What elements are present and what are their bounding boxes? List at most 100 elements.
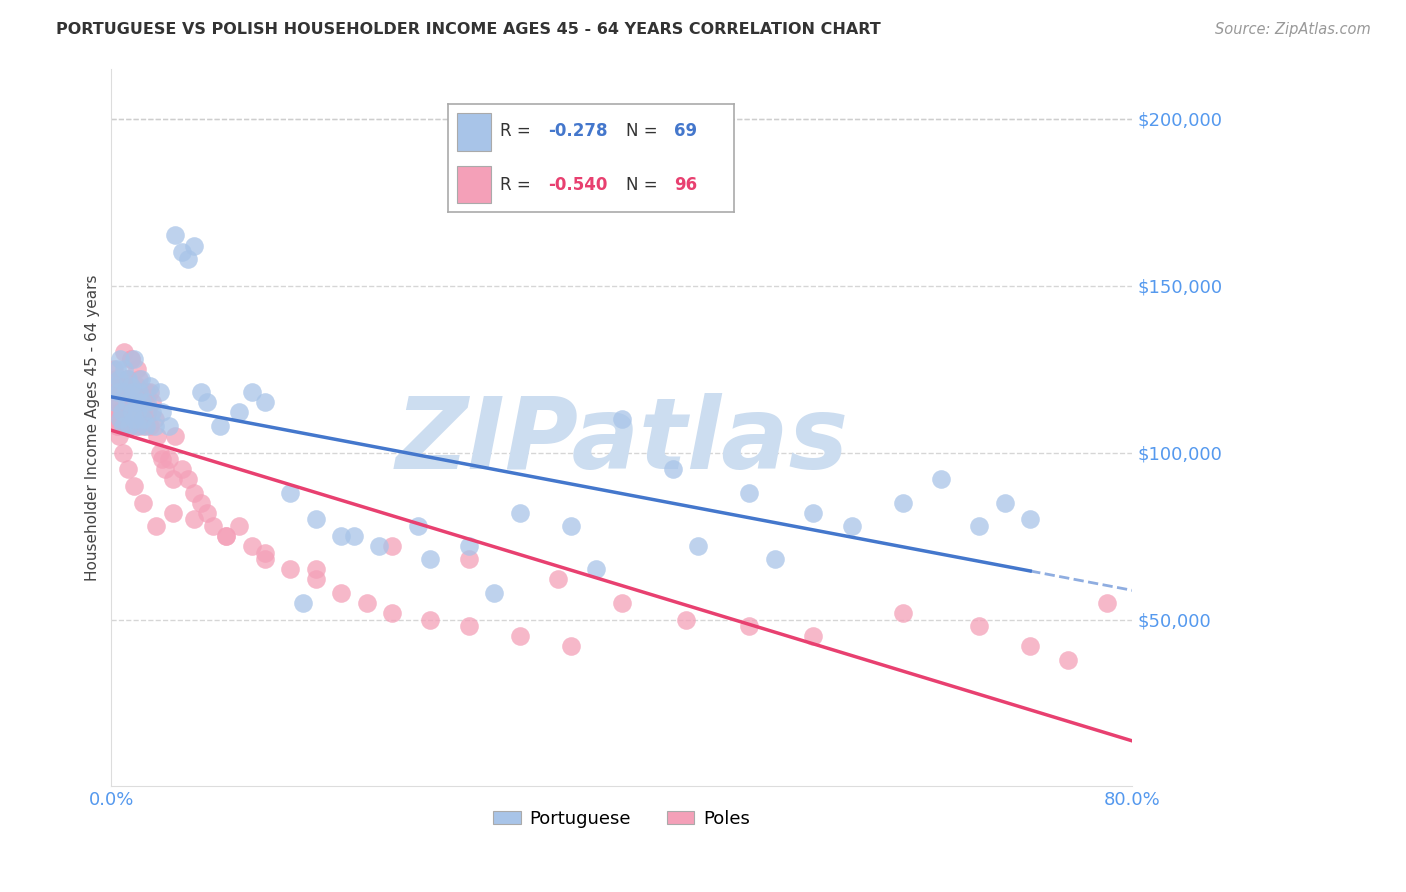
Point	[304, 512, 326, 526]
Point	[110, 352, 132, 367]
Point	[120, 418, 142, 433]
Point	[152, 405, 174, 419]
Point	[149, 445, 172, 459]
Point	[132, 412, 155, 426]
Point	[101, 378, 124, 392]
Point	[330, 586, 353, 600]
Point	[141, 405, 163, 419]
Point	[202, 519, 225, 533]
Point	[105, 418, 128, 433]
Point	[153, 462, 176, 476]
Point	[891, 606, 914, 620]
Point	[104, 405, 127, 419]
Text: ZIPatlas: ZIPatlas	[395, 393, 848, 491]
Point	[110, 412, 132, 426]
Point	[132, 418, 155, 433]
Point	[368, 539, 391, 553]
Point	[183, 485, 205, 500]
Point	[228, 405, 250, 419]
Point	[138, 385, 160, 400]
Point	[118, 405, 141, 419]
Point	[457, 619, 479, 633]
Point	[124, 385, 146, 400]
Point	[688, 539, 710, 553]
Point	[1019, 512, 1042, 526]
Point	[138, 418, 160, 433]
Point	[111, 405, 134, 419]
Point	[304, 573, 326, 587]
Point	[124, 479, 146, 493]
Point	[111, 405, 134, 419]
Point	[107, 395, 129, 409]
Point	[111, 445, 134, 459]
Point	[104, 395, 127, 409]
Point	[132, 495, 155, 509]
Point	[356, 596, 378, 610]
Point	[129, 372, 152, 386]
Point	[330, 529, 353, 543]
Point	[1095, 596, 1118, 610]
Point	[253, 395, 276, 409]
Point	[177, 252, 200, 266]
Point	[509, 629, 531, 643]
Point	[610, 596, 633, 610]
Point	[240, 539, 263, 553]
Point	[801, 506, 824, 520]
Point	[253, 546, 276, 560]
Point	[124, 352, 146, 367]
Point	[110, 405, 132, 419]
Point	[381, 539, 404, 553]
Point	[112, 345, 135, 359]
Point	[136, 395, 159, 409]
Point	[190, 385, 212, 400]
Point	[103, 378, 125, 392]
Point	[115, 395, 138, 409]
Point	[121, 405, 143, 419]
Point	[124, 405, 146, 419]
Point	[675, 613, 697, 627]
Point	[162, 472, 184, 486]
Point	[131, 405, 153, 419]
Point	[115, 372, 138, 386]
Point	[107, 418, 129, 433]
Point	[111, 418, 134, 433]
Point	[994, 495, 1017, 509]
Point	[111, 385, 134, 400]
Point	[610, 412, 633, 426]
Point	[124, 395, 146, 409]
Point	[108, 372, 131, 386]
Point	[112, 362, 135, 376]
Point	[135, 418, 157, 433]
Point	[114, 385, 136, 400]
Point	[145, 519, 167, 533]
Point	[138, 378, 160, 392]
Point	[291, 596, 314, 610]
Point	[117, 462, 139, 476]
Point	[146, 429, 169, 443]
Point	[125, 405, 148, 419]
Point	[278, 485, 301, 500]
Point	[108, 385, 131, 400]
Point	[183, 238, 205, 252]
Point	[103, 362, 125, 376]
Point	[162, 506, 184, 520]
Point	[122, 385, 145, 400]
Point	[253, 552, 276, 566]
Point	[929, 472, 952, 486]
Point	[560, 639, 582, 653]
Point	[121, 395, 143, 409]
Point	[125, 378, 148, 392]
Point	[104, 372, 127, 386]
Point	[111, 418, 134, 433]
Point	[105, 362, 128, 376]
Point	[127, 395, 149, 409]
Point	[1057, 652, 1080, 666]
Point	[457, 539, 479, 553]
Point	[110, 412, 132, 426]
Point	[278, 562, 301, 576]
Point	[129, 385, 152, 400]
Point	[120, 352, 142, 367]
Point	[114, 395, 136, 409]
Text: PORTUGUESE VS POLISH HOUSEHOLDER INCOME AGES 45 - 64 YEARS CORRELATION CHART: PORTUGUESE VS POLISH HOUSEHOLDER INCOME …	[56, 22, 882, 37]
Point	[117, 372, 139, 386]
